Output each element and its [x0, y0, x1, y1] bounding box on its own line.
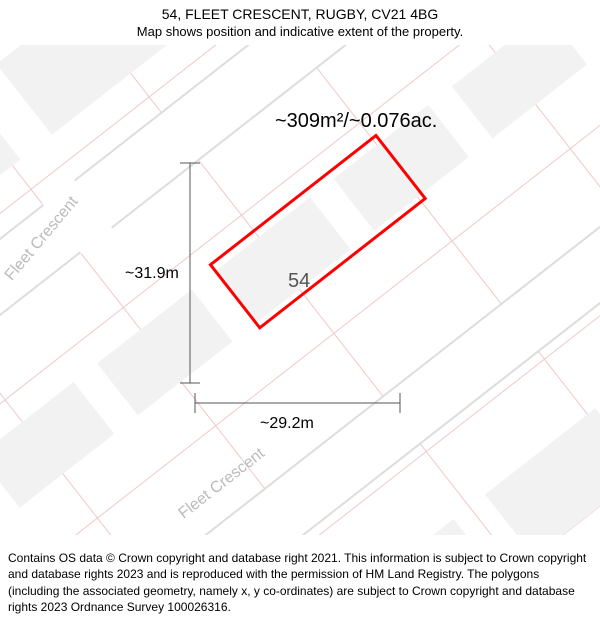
map-container: ~309m²/~0.076ac. ~31.9m ~29.2m 54 Fleet … — [0, 45, 600, 535]
house-number-label: 54 — [288, 270, 310, 293]
copyright-footer: Contains OS data © Crown copyright and d… — [0, 544, 600, 625]
page-subtitle: Map shows position and indicative extent… — [0, 24, 600, 39]
height-dimension-label: ~31.9m — [125, 265, 179, 283]
area-label: ~309m²/~0.076ac. — [275, 110, 437, 133]
width-dimension-label: ~29.2m — [260, 415, 314, 433]
page-title: 54, FLEET CRESCENT, RUGBY, CV21 4BG — [0, 6, 600, 22]
header: 54, FLEET CRESCENT, RUGBY, CV21 4BG Map … — [0, 0, 600, 39]
